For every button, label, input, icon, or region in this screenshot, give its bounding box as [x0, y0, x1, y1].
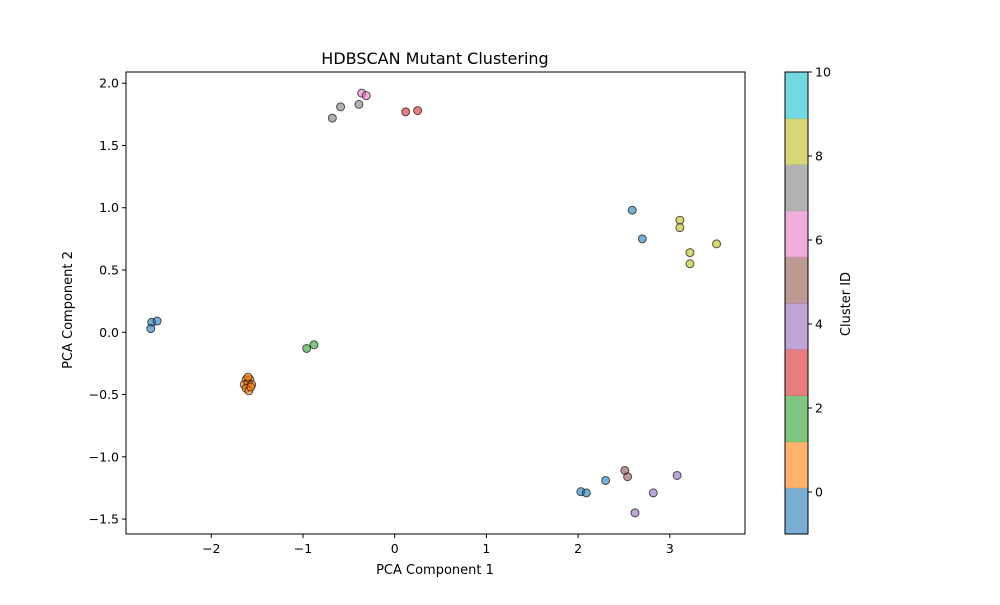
- colorbar-segment: [785, 441, 808, 489]
- data-point: [601, 475, 611, 485]
- colorbar-frame: [784, 71, 809, 535]
- data-point: [685, 259, 695, 269]
- data-point: [675, 215, 685, 225]
- data-point: [309, 340, 319, 350]
- data-point: [354, 99, 364, 109]
- colorbar-tick-label: 2: [815, 401, 823, 416]
- x-tick-label: 2: [574, 541, 582, 556]
- data-point: [672, 470, 682, 480]
- colorbar-segment: [785, 256, 808, 304]
- data-point: [361, 91, 371, 101]
- data-point: [152, 316, 162, 326]
- y-tick-label: 0.0: [99, 325, 119, 340]
- data-point: [685, 248, 695, 258]
- colorbar-tick-label: 6: [815, 233, 823, 248]
- colorbar-label: Cluster ID: [839, 272, 854, 336]
- data-point: [146, 324, 156, 334]
- data-point: [413, 106, 423, 116]
- data-point: [648, 488, 658, 498]
- data-point: [623, 472, 633, 482]
- data-point: [327, 113, 337, 123]
- x-tick-label: 1: [482, 541, 490, 556]
- colorbar-segment: [785, 487, 808, 535]
- x-axis-label: PCA Component 1: [376, 563, 494, 578]
- x-tick-label: 3: [666, 541, 674, 556]
- colorbar-segment: [785, 72, 808, 119]
- chart-title: HDBSCAN Mutant Clustering: [321, 49, 548, 68]
- colorbar-segment: [785, 118, 808, 165]
- y-tick-label: −0.5: [89, 387, 119, 402]
- y-tick-label: −1.5: [89, 512, 119, 527]
- plot-frame: [125, 71, 746, 535]
- data-point: [675, 223, 685, 233]
- y-tick-label: 1.0: [99, 200, 119, 215]
- data-point: [627, 205, 637, 215]
- colorbar-segment: [785, 303, 808, 350]
- colorbar-tick-label: 10: [815, 65, 831, 80]
- data-point: [246, 382, 256, 392]
- data-point: [581, 488, 591, 498]
- y-axis-label: PCA Component 2: [61, 251, 76, 369]
- y-tick-label: −1.0: [89, 449, 119, 464]
- x-tick-label: −2: [202, 541, 220, 556]
- y-tick-label: 0.5: [99, 263, 119, 278]
- data-point: [243, 372, 253, 382]
- data-point: [401, 107, 411, 117]
- data-point: [712, 239, 722, 249]
- colorbar-tick-label: 4: [815, 317, 823, 332]
- colorbar-tick-label: 8: [815, 149, 823, 164]
- colorbar-segment: [785, 210, 808, 258]
- x-tick-label: −1: [294, 541, 312, 556]
- colorbar-segment: [785, 349, 808, 396]
- data-point: [637, 234, 647, 244]
- colorbar-segment: [785, 164, 808, 212]
- x-tick-label: 0: [391, 541, 399, 556]
- data-point: [336, 102, 346, 112]
- data-point: [302, 343, 312, 353]
- data-point: [630, 508, 640, 518]
- colorbar-segment: [785, 395, 808, 443]
- colorbar-tick-label: 0: [815, 485, 823, 500]
- y-tick-label: 2.0: [99, 76, 119, 91]
- y-tick-label: 1.5: [99, 138, 119, 153]
